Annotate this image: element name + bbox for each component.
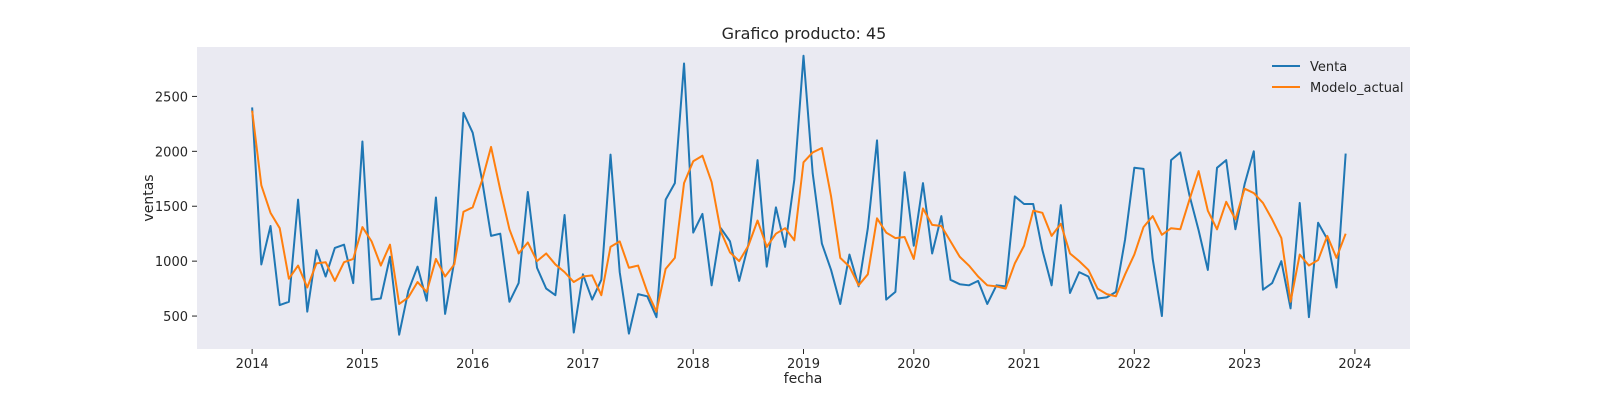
legend-label: Venta	[1310, 60, 1347, 75]
y-tick-label: 2000	[155, 145, 188, 160]
x-tick-label: 2017	[566, 357, 599, 372]
x-tick-label: 2014	[236, 357, 269, 372]
y-tick-label: 500	[163, 310, 188, 325]
x-tick-label: 2019	[787, 357, 820, 372]
x-tick-label: 2015	[346, 357, 379, 372]
series-line-modelo-actual	[251, 110, 1347, 313]
x-axis-ticks: 2014 2015 2016 2017 2018 2019 2020 2021 2022 2023…	[236, 349, 1371, 372]
y-axis-ticks: 500 1000 1500 2000 2500	[155, 90, 197, 325]
series-line-venta	[251, 54, 1347, 336]
x-tick-label: 2018	[677, 357, 710, 372]
plot-area	[197, 47, 1410, 349]
chart-title: Grafico producto: 45	[722, 24, 887, 43]
y-tick-label: 1500	[155, 200, 188, 215]
x-tick-label: 2022	[1118, 357, 1151, 372]
y-tick-label: 1000	[155, 255, 188, 270]
y-axis-title: ventas	[141, 174, 157, 221]
x-axis-title: fecha	[784, 371, 823, 387]
x-tick-label: 2021	[1007, 357, 1040, 372]
x-tick-label: 2023	[1228, 357, 1261, 372]
x-tick-label: 2016	[456, 357, 489, 372]
y-tick-label: 2500	[155, 90, 188, 105]
legend: Venta Modelo_actual	[1272, 60, 1404, 96]
x-tick-label: 2024	[1338, 357, 1371, 372]
legend-label: Modelo_actual	[1310, 81, 1404, 96]
series-lines	[251, 54, 1347, 336]
x-tick-label: 2020	[897, 357, 930, 372]
